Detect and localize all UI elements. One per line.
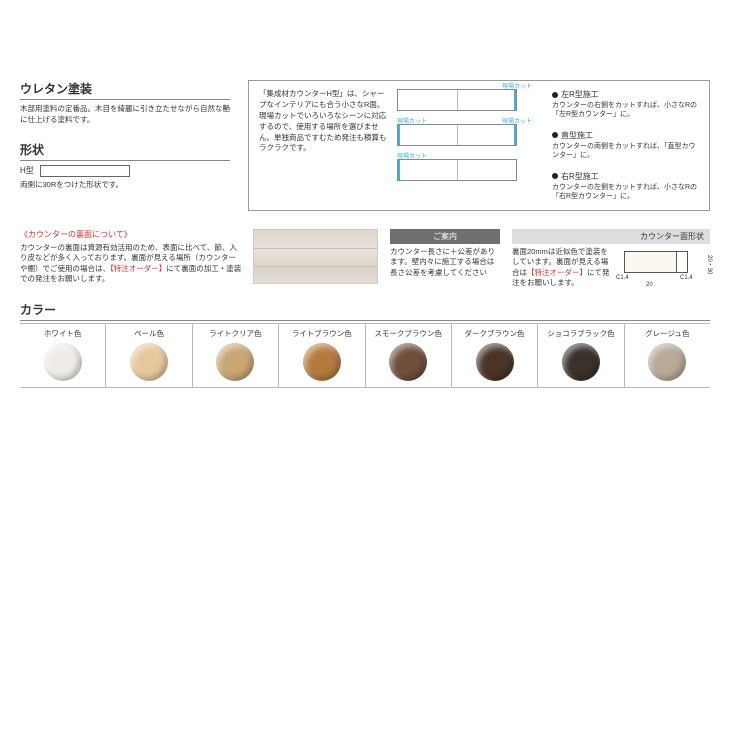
- variant-intro: 「集成材カウンターH型」は、シャープなインテリアにも合う小さなR面。現場カットで…: [259, 89, 387, 202]
- variant-note-2: 右R型施工 カウンターの左側をカットすれば、小さなRの「右R型カウンター」に。: [552, 171, 699, 202]
- diagram-right-r: 現場カット: [397, 159, 542, 187]
- bullet-icon: [552, 92, 558, 98]
- cross-special: 【特注オーダー】: [527, 268, 587, 277]
- dim-c-right: C1.4: [680, 275, 693, 281]
- urethane-title: ウレタン塗装: [20, 80, 230, 100]
- backside-body: カウンターの裏面は資源有効活用のため、表面に比べて、節、入り皮などが多く入ってお…: [20, 243, 241, 285]
- spec-row-1: ウレタン塗装 木部用塗料の定番品。木目を綺麗に引き立たせながら自然な艶に仕上げる…: [20, 80, 710, 211]
- cut-label: 現場カット: [502, 116, 532, 125]
- swatch: [648, 343, 686, 381]
- guide-header: ご案内: [390, 229, 500, 244]
- bullet-icon: [552, 132, 558, 138]
- swatch-cell: ホワイト色: [20, 324, 106, 387]
- swatch-label: ダークブラウン色: [454, 328, 535, 339]
- backside-special: 【特注オーダー】: [110, 264, 166, 273]
- swatch-label: ライトクリア色: [195, 328, 276, 339]
- variant-box: 「集成材カウンターH型」は、シャープなインテリアにも合う小さなR面。現場カットで…: [248, 80, 710, 211]
- cross-section-header: カウンター面形状: [512, 229, 710, 244]
- left-column: ウレタン塗装 木部用塗料の定番品。木目を綺麗に引き立たせながら自然な艶に仕上げる…: [20, 80, 230, 211]
- urethane-body: 木部用塗料の定番品。木目を綺麗に引き立たせながら自然な艶に仕上げる塗料です。: [20, 104, 230, 125]
- shape-rect-diagram: [40, 165, 130, 177]
- spec-row-2: 《カウンターの裏面について》 カウンターの裏面は資源有効活用のため、表面に比べて…: [20, 229, 710, 289]
- swatch-label: ショコラブラック色: [540, 328, 621, 339]
- swatch-label: スモークブラウン色: [368, 328, 449, 339]
- swatch-cell: ペール色: [106, 324, 192, 387]
- shape-sub-label: H型: [20, 166, 34, 175]
- variant-note-0: 左R型施工 カウンターの右側をカットすれば、小さなRの「左R型カウンター」に。: [552, 89, 699, 120]
- backside-header: 《カウンターの裏面について》: [20, 229, 241, 240]
- swatch: [130, 343, 168, 381]
- shape-title: 形状: [20, 141, 230, 161]
- swatch-label: グレージュ色: [627, 328, 708, 339]
- diagram-straight: 現場カット 現場カット: [397, 124, 542, 152]
- shape-footer: 両側に30Rをつけた形状です。: [20, 180, 230, 191]
- backside-block: 《カウンターの裏面について》 カウンターの裏面は資源有効活用のため、表面に比べて…: [20, 229, 241, 289]
- swatch-row: ホワイト色 ペール色 ライトクリア色 ライトブラウン色 スモークブラウン色 ダー…: [20, 323, 710, 388]
- swatch-cell: ショコラブラック色: [538, 324, 624, 387]
- swatch: [476, 343, 514, 381]
- variant-note-1: 直型施工 カウンターの両側をカットすれば、「直型カウンター」に。: [552, 130, 699, 161]
- wood-texture-image: [253, 229, 378, 284]
- cross-section-body: 裏面20mmは近似色で塗装をしています。裏面が見える場合は【特注オーダー】にて発…: [512, 247, 610, 289]
- cross-section-diagram: C1.4 C1.4 20 20・30: [618, 247, 710, 289]
- cut-label: 現場カット: [502, 81, 532, 90]
- cross-section-block: カウンター面形状 裏面20mmは近似色で塗装をしています。裏面が見える場合は【特…: [512, 229, 710, 289]
- guide-body: カウンター長さに＋公差があります。壁内々に施工する場合は長さ公差を考慮してくださ…: [390, 247, 500, 279]
- variant-text: カウンターの右側をカットすれば、小さなRの「左R型カウンター」に。: [552, 101, 699, 120]
- variant-diagrams: 現場カット 現場カット 現場カット 現場カット: [397, 89, 542, 202]
- variant-text: カウンターの両側をカットすれば、「直型カウンター」に。: [552, 142, 699, 161]
- color-section: カラー ホワイト色 ペール色 ライトクリア色 ライトブラウン色 スモークブラウン…: [20, 301, 710, 388]
- swatch: [562, 343, 600, 381]
- swatch: [303, 343, 341, 381]
- swatch-cell: ライトクリア色: [193, 324, 279, 387]
- cut-label: 現場カット: [397, 151, 427, 160]
- cut-label: 現場カット: [397, 116, 427, 125]
- swatch-cell: スモークブラウン色: [366, 324, 452, 387]
- diagram-left-r: 現場カット: [397, 89, 542, 117]
- swatch-cell: グレージュ色: [625, 324, 710, 387]
- bullet-icon: [552, 173, 558, 179]
- variant-name: 直型施工: [561, 130, 593, 141]
- variant-text: カウンターの左側をカットすれば、小さなRの「右R型カウンター」に。: [552, 183, 699, 202]
- dim-right: 20・30: [705, 255, 714, 274]
- swatch-label: ホワイト色: [22, 328, 103, 339]
- variant-name: 右R型施工: [561, 171, 599, 182]
- swatch: [44, 343, 82, 381]
- shape-sub: H型: [20, 165, 230, 177]
- variant-notes: 左R型施工 カウンターの右側をカットすれば、小さなRの「左R型カウンター」に。 …: [552, 89, 699, 202]
- dim-bottom: 20: [646, 282, 653, 288]
- guide-block: ご案内 カウンター長さに＋公差があります。壁内々に施工する場合は長さ公差を考慮し…: [390, 229, 500, 289]
- swatch-label: ペール色: [108, 328, 189, 339]
- dim-c-left: C1.4: [616, 275, 629, 281]
- swatch-cell: ライトブラウン色: [279, 324, 365, 387]
- swatch-label: ライトブラウン色: [281, 328, 362, 339]
- swatch: [389, 343, 427, 381]
- color-title: カラー: [20, 301, 710, 321]
- variant-name: 左R型施工: [561, 89, 599, 100]
- swatch: [216, 343, 254, 381]
- swatch-cell: ダークブラウン色: [452, 324, 538, 387]
